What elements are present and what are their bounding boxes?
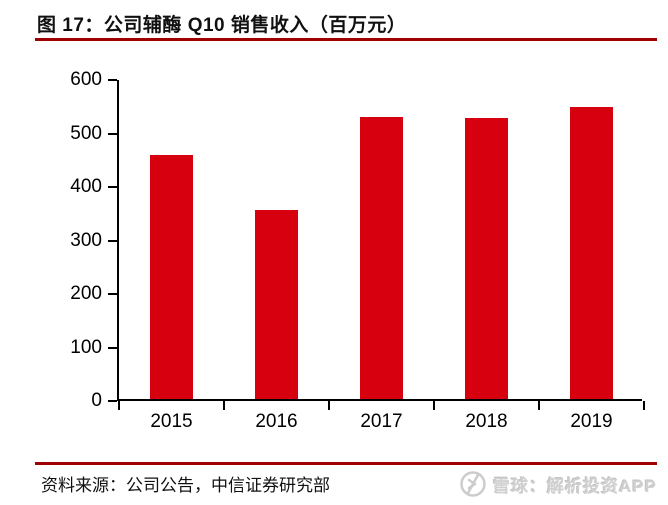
y-axis-label: 300: [70, 229, 102, 251]
watermark: 雪球：解析投资APP: [459, 470, 657, 498]
bar-2015: [150, 155, 193, 399]
y-axis-tick: [108, 79, 117, 81]
y-axis-tick: [108, 346, 117, 349]
footer-divider-rule: [35, 462, 657, 465]
x-axis-label: 2017: [360, 411, 403, 432]
bar-2019: [570, 106, 613, 399]
xueqiu-logo-icon: [460, 471, 486, 497]
x-axis-tick: [223, 401, 225, 410]
y-axis-label: 200: [70, 283, 102, 304]
y-axis-label: 400: [70, 176, 102, 197]
chart-title: 图 17：公司辅酶 Q10 销售收入（百万元）: [37, 15, 407, 36]
plot-area: 0 100 200 300 400 500 600 2015 2016 2017 2018 2019: [70, 70, 645, 432]
y-axis-tick: [108, 293, 117, 295]
x-axis-label: 2016: [255, 411, 298, 432]
watermark-text: 雪球：解析投资APP: [493, 476, 657, 496]
bar-2018: [465, 118, 508, 399]
x-axis-label: 2019: [570, 411, 613, 432]
y-axis-label: 0: [91, 390, 102, 411]
y-axis-label: 600: [70, 69, 102, 90]
x-axis-tick: [328, 401, 330, 410]
title-divider-rule: [35, 38, 657, 41]
y-axis-tick: [108, 132, 117, 135]
x-axis-label: 2015: [150, 411, 193, 432]
source-attribution: 资料来源：公司公告，中信证券研究部: [41, 476, 330, 495]
x-axis-tick: [433, 401, 435, 410]
x-axis-tick: [118, 401, 120, 410]
bar-2017: [360, 117, 403, 399]
x-axis-label: 2018: [465, 411, 508, 432]
x-axis-tick: [643, 401, 645, 410]
y-axis-label: 500: [70, 122, 102, 144]
x-axis-tick: [538, 401, 540, 410]
y-axis-tick: [108, 239, 117, 242]
bar-2016: [255, 209, 298, 399]
y-axis-tick: [108, 186, 117, 188]
y-axis-tick: [108, 400, 117, 402]
y-axis-label: 100: [70, 336, 102, 358]
